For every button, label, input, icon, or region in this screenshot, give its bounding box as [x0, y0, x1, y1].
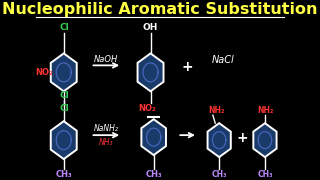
Polygon shape: [51, 121, 77, 159]
Text: NH₃: NH₃: [99, 138, 114, 147]
Polygon shape: [253, 123, 276, 157]
Text: NaNH₂: NaNH₂: [94, 124, 119, 133]
Text: CH₃: CH₃: [145, 170, 162, 179]
Text: Cl: Cl: [60, 23, 69, 32]
Text: Cl: Cl: [60, 104, 69, 113]
Text: NaCl: NaCl: [212, 55, 235, 65]
Text: OH: OH: [143, 23, 158, 32]
Text: NH₂: NH₂: [257, 106, 273, 115]
Text: CH₃: CH₃: [55, 170, 72, 179]
Text: +: +: [236, 131, 248, 145]
Text: CH₃: CH₃: [257, 170, 273, 179]
Polygon shape: [51, 53, 77, 91]
Text: NO₂: NO₂: [35, 68, 53, 77]
Text: NaOH: NaOH: [94, 55, 118, 64]
Polygon shape: [208, 123, 231, 157]
Polygon shape: [138, 53, 164, 91]
Text: CH₃: CH₃: [212, 170, 227, 179]
Polygon shape: [141, 119, 166, 155]
Text: NH₂: NH₂: [209, 106, 225, 115]
Text: +: +: [182, 60, 193, 74]
Text: Nucleophilic Aromatic Substitution: Nucleophilic Aromatic Substitution: [2, 2, 318, 17]
Text: Cl: Cl: [60, 91, 69, 100]
Text: NO₂: NO₂: [139, 104, 156, 113]
